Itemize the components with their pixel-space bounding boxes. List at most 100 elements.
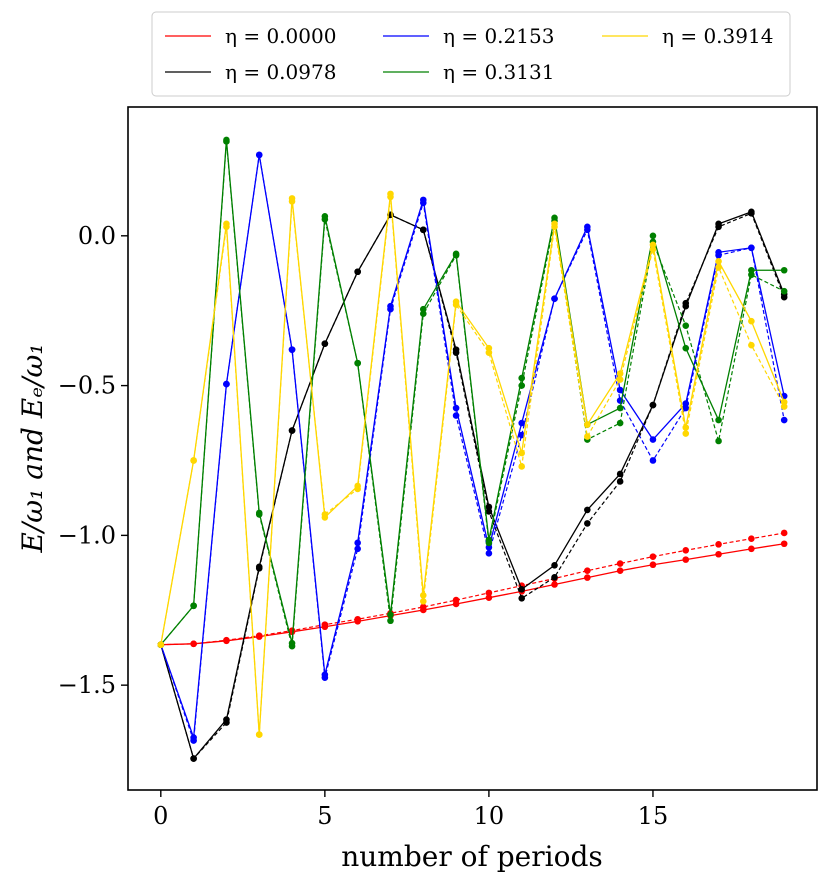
series-4-ee-point	[616, 419, 624, 427]
series-5-e-point	[682, 424, 690, 431]
series-1-ee-point	[649, 553, 657, 560]
series-5-e-point	[419, 591, 427, 599]
series-5-e-point	[616, 370, 624, 377]
series-5-e-point	[255, 731, 263, 738]
legend-label-3: η = 0.2153	[443, 24, 554, 48]
series-2	[157, 208, 788, 762]
series-3-e-point	[419, 196, 427, 204]
series-5-e-point	[157, 641, 165, 649]
series-1-e-point	[190, 640, 197, 648]
series-1-e-point	[551, 581, 558, 588]
series-5-ee-point	[682, 430, 690, 437]
series-4-e-point	[419, 305, 427, 313]
series-5	[157, 190, 788, 738]
series-2-e-point	[682, 302, 690, 310]
series-4-e-point	[715, 416, 722, 424]
series-5-e-point	[748, 317, 755, 325]
series-3-e-point	[223, 380, 230, 388]
series-4-e-point	[354, 359, 361, 367]
series-5-e-point	[551, 220, 558, 228]
series-5-e-point	[584, 421, 591, 428]
series-2-e-point	[321, 340, 329, 347]
series-2-e-point	[354, 268, 361, 276]
series-3-e-point	[649, 436, 657, 443]
series-5-e-point	[354, 482, 361, 490]
series-4-e-point	[616, 404, 624, 412]
series-4-solid-line	[160, 139, 785, 646]
series-1-e-point	[748, 545, 755, 553]
series-4-ee-point	[780, 287, 788, 295]
series-3-e-point	[354, 539, 361, 547]
series-1-e-point	[452, 600, 460, 608]
series-2-e-point	[616, 470, 624, 478]
y-tick-label: 0.0	[78, 222, 116, 250]
series-2-e-point	[748, 208, 755, 216]
series-4-e-point	[288, 639, 296, 647]
series-4-e-point	[321, 213, 329, 220]
series-5-ee-point	[518, 463, 526, 470]
series-5-e-point	[452, 298, 460, 306]
series-2-e-point	[452, 346, 460, 353]
series-5-e-point	[190, 457, 197, 464]
series-1-e-point	[419, 606, 427, 614]
series-3-e-point	[321, 671, 329, 678]
series-1-ee-point	[748, 535, 755, 542]
series-1-ee-point	[682, 547, 690, 554]
series-4-e-point	[223, 136, 230, 144]
legend-label-5: η = 0.3914	[662, 24, 773, 48]
series-3-e-point	[288, 346, 296, 353]
series-1-ee-point	[780, 529, 788, 537]
series-3-e-point	[255, 151, 263, 159]
series-3-ee-point	[485, 550, 493, 557]
series-2-e-point	[518, 585, 526, 593]
series-3-e-point	[452, 404, 460, 412]
series-3-solid-line	[160, 154, 785, 738]
series-5-e-point	[288, 195, 296, 202]
series-5-e-point	[518, 449, 526, 457]
series-5-e-point	[387, 190, 394, 198]
x-tick-label: 0	[153, 802, 168, 830]
series-5-e-point	[649, 241, 657, 249]
series-4-e-point	[780, 266, 788, 274]
series-4-ee-point	[387, 617, 394, 625]
series-3-ee-point	[780, 416, 788, 424]
series-2-ee-point	[616, 478, 624, 485]
series-1-e-point	[780, 540, 788, 548]
series-3	[157, 151, 788, 744]
series-2-solid-line	[160, 211, 785, 760]
legend: η = 0.0000 η = 0.0978 η = 0.2153 η = 0.3131…	[151, 11, 791, 97]
y-tick-label: −0.5	[58, 372, 116, 400]
series-1-e-point	[354, 618, 361, 625]
series-1-solid-line	[160, 543, 785, 646]
series-1-e-point	[321, 623, 329, 631]
series-1-e-point	[255, 633, 263, 640]
series-5-ee-point	[715, 263, 722, 271]
series-4-e-point	[255, 509, 263, 517]
series-3-ee-point	[649, 457, 657, 464]
series-1-e-point	[649, 561, 657, 569]
series-4-e-point	[190, 602, 197, 610]
series-1-e-point	[584, 574, 591, 581]
series-4-e-point	[649, 232, 657, 240]
series-5-ee-point	[584, 433, 591, 440]
y-tick-label: −1.0	[58, 521, 116, 549]
series-2-e-point	[223, 716, 230, 723]
series-3-e-point	[387, 302, 394, 310]
series-3-ee-point	[452, 412, 460, 419]
series-4-ee-point	[682, 322, 690, 329]
series-4-e-point	[485, 536, 493, 544]
series-4-e-point	[682, 344, 690, 352]
plot-frame	[127, 106, 818, 791]
series-3-ee-point	[354, 545, 361, 553]
series-2-e-point	[485, 503, 493, 511]
series-3-e-point	[190, 734, 197, 741]
series-4-e-point	[518, 374, 526, 382]
series-3-e-point	[616, 386, 624, 394]
y-tick-label: −1.5	[58, 671, 116, 699]
series-2-e-point	[649, 401, 657, 409]
series-2-e-point	[584, 506, 591, 514]
series-5-e-point	[223, 220, 230, 228]
legend-label-4: η = 0.3131	[443, 60, 554, 84]
series-3-e-point	[551, 295, 558, 303]
